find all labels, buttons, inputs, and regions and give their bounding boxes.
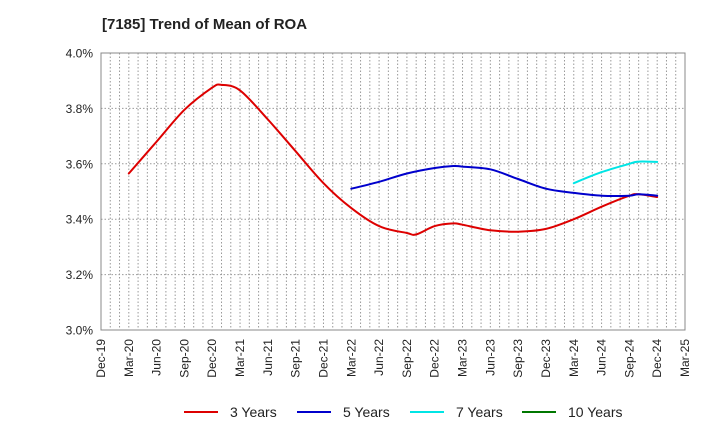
x-axis-tick-labels: Dec-19 Mar-20 Jun-20 Sep-20 Dec-20 Mar-21 Jun-… [94, 339, 692, 378]
x-tick-label: Dec-23 [539, 339, 553, 378]
x-tick-label: Mar-21 [233, 339, 247, 377]
x-tick-label: Jun-23 [483, 339, 497, 376]
legend-swatch [297, 411, 331, 413]
x-tick-label: Sep-21 [289, 339, 303, 378]
x-tick-label: Sep-24 [622, 339, 636, 378]
y-tick-label: 3.4% [66, 213, 94, 227]
x-tick-label: Sep-20 [177, 339, 191, 378]
x-tick-label: Dec-22 [428, 339, 442, 378]
legend-item-10-years: 10 Years [522, 404, 623, 420]
legend-label: 7 Years [456, 404, 503, 420]
series-line-7-years [572, 160, 659, 185]
legend-item-7-years: 7 Years [410, 404, 503, 420]
y-tick-label: 3.8% [66, 102, 94, 116]
legend-label: 10 Years [568, 404, 623, 420]
legend-label: 3 Years [230, 404, 277, 420]
x-tick-label: Jun-24 [595, 339, 609, 376]
grid-lines [101, 53, 685, 330]
x-tick-label: Mar-23 [456, 339, 470, 377]
series-line-3-years [127, 83, 659, 236]
y-tick-label: 3.0% [66, 324, 94, 338]
x-tick-label: Dec-19 [94, 339, 108, 378]
y-tick-label: 3.6% [66, 157, 94, 171]
y-tick-label: 3.2% [66, 268, 94, 282]
legend-swatch [522, 411, 556, 413]
x-tick-label: Jun-21 [261, 339, 275, 376]
x-tick-label: Mar-25 [678, 339, 692, 377]
x-tick-label: Mar-24 [567, 339, 581, 377]
x-tick-label: Mar-20 [122, 339, 136, 377]
chart-title: [7185] Trend of Mean of ROA [102, 16, 308, 33]
legend-item-3-years: 3 Years [184, 404, 277, 420]
x-tick-label: Sep-22 [400, 339, 414, 378]
legend: 3 Years 5 Years 7 Years 10 Years [0, 404, 720, 428]
plot-area-border [100, 52, 686, 331]
x-tick-label: Dec-20 [205, 339, 219, 378]
series-lines [127, 83, 659, 236]
y-axis-tick-labels: 3.0% 3.2% 3.4% 3.6% 3.8% 4.0% [66, 47, 94, 338]
legend-item-5-years: 5 Years [297, 404, 390, 420]
legend-swatch [184, 411, 218, 413]
legend-swatch [410, 411, 444, 413]
series-line-5-years [350, 164, 659, 197]
legend-label: 5 Years [343, 404, 390, 420]
x-tick-label: Mar-22 [344, 339, 358, 377]
x-tick-label: Jun-22 [372, 339, 386, 376]
y-tick-label: 4.0% [66, 47, 94, 61]
x-tick-label: Sep-23 [511, 339, 525, 378]
x-tick-label: Dec-21 [316, 339, 330, 378]
x-tick-label: Dec-24 [650, 339, 664, 378]
x-tick-label: Jun-20 [150, 339, 164, 376]
